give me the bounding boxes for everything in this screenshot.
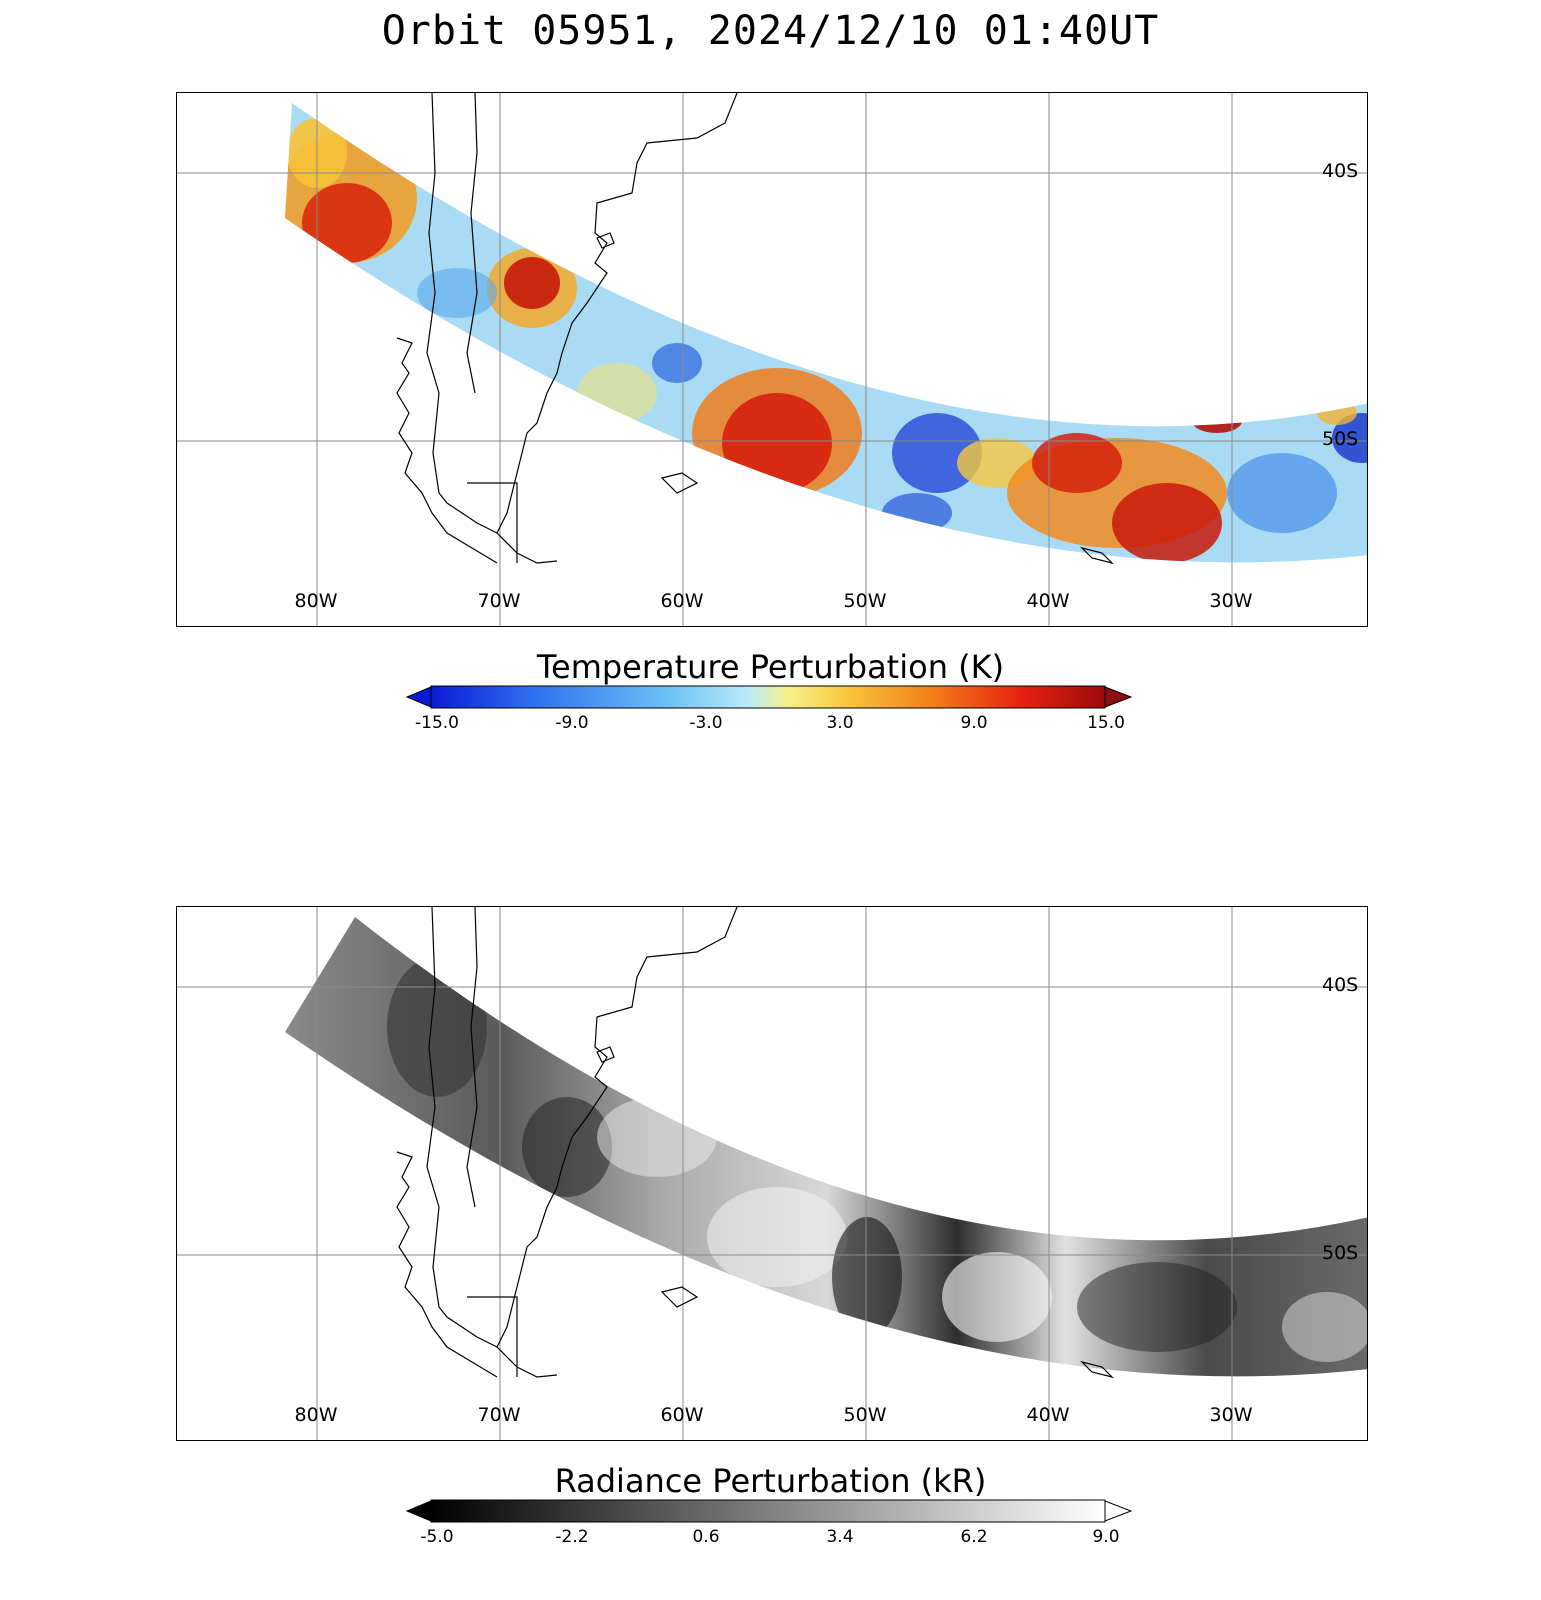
temperature-colorbar-title: Temperature Perturbation (K) [536, 648, 1005, 686]
colorbar-tick: 15.0 [1087, 713, 1125, 733]
lon-label: 40W [1026, 590, 1070, 612]
colorbar-tick: -5.0 [420, 1527, 454, 1547]
colorbar-tick: 3.4 [826, 1527, 854, 1547]
lon-label: 40W [1026, 1404, 1070, 1426]
lon-label: 80W [294, 590, 338, 612]
colorbar-tick: 9.0 [960, 713, 988, 733]
colorbar-tick: -3.0 [689, 713, 723, 733]
lon-label: 70W [477, 1404, 521, 1426]
colorbar-tick: 9.0 [1092, 1527, 1120, 1547]
temperature-map [177, 93, 1367, 626]
coastlines [396, 93, 1114, 565]
radiance-anomalies [387, 957, 1367, 1362]
colorbar-tick: -2.2 [555, 1527, 589, 1547]
graticule [177, 907, 1367, 1440]
colorbar-under-arrow [405, 1500, 432, 1522]
radiance-map [177, 907, 1367, 1440]
lon-label: 50W [843, 1404, 887, 1426]
lat-label: 50S [1322, 1242, 1359, 1264]
lat-label: 40S [1322, 160, 1359, 182]
temperature-map-panel [176, 92, 1368, 627]
colorbar-tick: -9.0 [555, 713, 589, 733]
colorbar-tick: 3.0 [826, 713, 854, 733]
radiance-map-panel [176, 906, 1368, 1441]
colorbar-tick: 0.6 [692, 1527, 720, 1547]
lon-label: 30W [1209, 1404, 1253, 1426]
colorbar-over-arrow [1104, 686, 1133, 708]
figure-title: Orbit 05951, 2024/12/10 01:40UT [381, 8, 1160, 54]
colorbar-tick: -15.0 [415, 713, 459, 733]
radiance-colorbar-title: Radiance Perturbation (kR) [554, 1462, 987, 1500]
lon-label: 60W [660, 1404, 704, 1426]
temperature-colorbar [405, 685, 1133, 709]
lon-label: 80W [294, 1404, 338, 1426]
lat-label: 50S [1322, 428, 1359, 450]
coastlines [396, 907, 1114, 1379]
radiance-swath [285, 917, 1367, 1377]
lon-label: 60W [660, 590, 704, 612]
lon-label: 70W [477, 590, 521, 612]
lat-label: 40S [1322, 974, 1359, 996]
radiance-colorbar [405, 1499, 1133, 1523]
lon-label: 50W [843, 590, 887, 612]
temperature-anomalies [285, 118, 1367, 563]
colorbar-over-arrow [1104, 1500, 1133, 1522]
lon-label: 30W [1209, 590, 1253, 612]
colorbar-under-arrow [405, 686, 432, 708]
colorbar-tick: 6.2 [960, 1527, 988, 1547]
graticule [177, 93, 1367, 626]
